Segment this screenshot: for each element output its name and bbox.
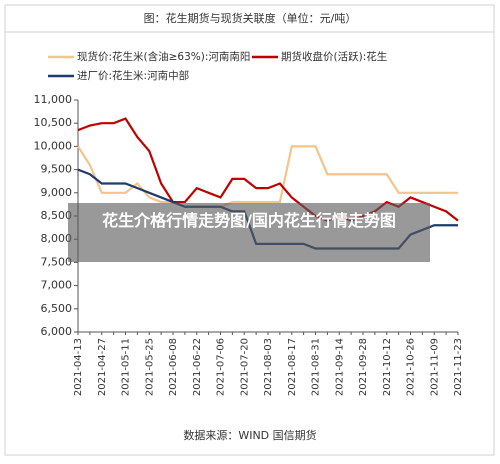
x-tick-label: 2021-11-23 <box>453 338 464 396</box>
y-tick-label: 6,000 <box>41 325 73 338</box>
series-line <box>77 145 458 208</box>
x-tick-label: 2021-05-11 <box>121 338 132 396</box>
y-tick-label: 9,500 <box>41 163 73 176</box>
x-tick-label: 2021-10-12 <box>382 338 393 396</box>
x-tick-label: 2021-09-28 <box>358 338 369 396</box>
x-tick-label: 2021-07-20 <box>239 338 250 396</box>
x-tick-label: 2021-04-13 <box>73 338 84 396</box>
y-tick-label: 9,000 <box>41 186 73 199</box>
y-tick-label: 8,500 <box>41 209 73 222</box>
y-tick-label: 6,500 <box>41 302 73 315</box>
x-tick-label: 2021-08-17 <box>287 338 298 396</box>
x-tick-label: 2021-08-31 <box>311 338 322 396</box>
y-tick-label: 10,500 <box>34 116 73 129</box>
x-tick-label: 2021-11-09 <box>429 338 440 396</box>
x-tick-label: 2021-06-22 <box>192 338 203 396</box>
y-tick-label: 8,000 <box>41 232 73 245</box>
y-tick-label: 7,500 <box>41 255 73 268</box>
x-tick-label: 2021-09-14 <box>334 338 345 396</box>
x-tick-label: 2021-05-25 <box>144 338 155 396</box>
y-tick-label: 7,000 <box>41 279 73 292</box>
x-tick-label: 2021-10-26 <box>406 338 417 396</box>
overlay-caption: 花生介格行情走势图/国内花生行情走势图 <box>68 203 430 262</box>
source-note: 数据来源：WIND 国信期货 <box>183 428 316 442</box>
chart-title: 图：花生期货与现货关联度（单位：元/吨） <box>144 11 357 25</box>
legend-label: 进厂价:花生米:河南中部 <box>77 69 189 82</box>
legend-label: 期货收盘价(活跃):花生 <box>281 50 387 63</box>
x-tick-label: 2021-06-08 <box>168 338 179 396</box>
y-tick-label: 11,000 <box>34 93 73 106</box>
legend-label: 现货价:花生米(含油≥63%):河南南阳 <box>77 50 250 63</box>
x-tick-label: 2021-04-27 <box>97 338 108 396</box>
x-tick-label: 2021-08-03 <box>263 338 274 396</box>
x-tick-label: 2021-07-06 <box>216 338 227 396</box>
y-tick-label: 10,000 <box>34 139 73 152</box>
